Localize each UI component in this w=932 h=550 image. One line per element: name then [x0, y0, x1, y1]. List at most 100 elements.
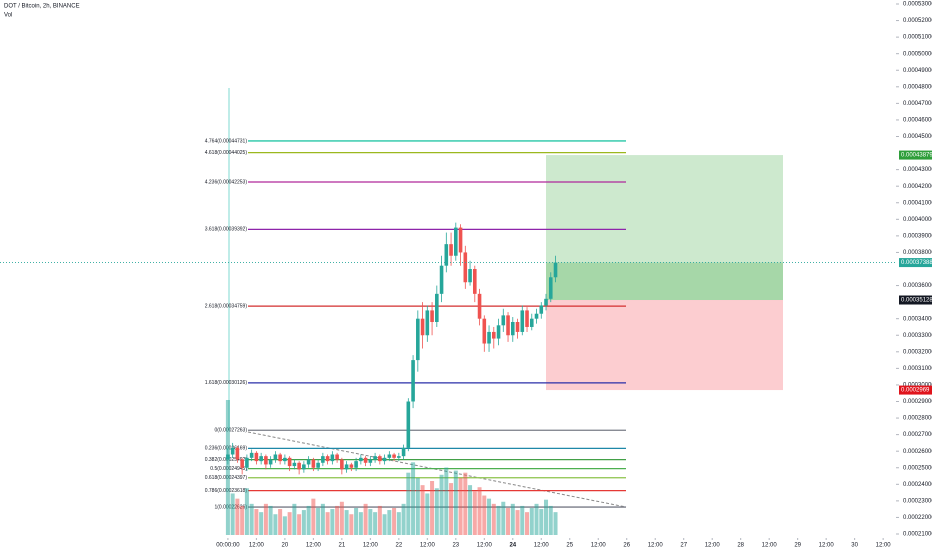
- y-tick-label: 0.00049000: [903, 68, 932, 74]
- stop-tag: 0.0002969: [901, 388, 930, 394]
- candle-body: [302, 464, 306, 470]
- candle-body: [335, 454, 339, 460]
- y-tick-label: 0.00022000: [903, 515, 932, 521]
- profit-zone: [546, 155, 783, 301]
- volume-bar: [292, 503, 297, 535]
- chart-title: DOT / Bitcoin, 2h, BINANCE: [4, 4, 80, 10]
- volume-bar: [225, 400, 230, 535]
- candle-body: [230, 447, 235, 455]
- volume-bar: [287, 512, 292, 535]
- y-tick-label: 0.00032000: [903, 349, 932, 355]
- candle-body: [264, 456, 268, 465]
- volume-bar: [373, 512, 378, 535]
- candle-body: [373, 456, 377, 460]
- candle-body: [287, 457, 292, 467]
- candle-body: [482, 318, 487, 344]
- volume-bar: [240, 505, 245, 535]
- candle-body: [363, 457, 368, 463]
- volume-bar: [344, 510, 349, 535]
- fib-label: 1.618(0.00030126): [205, 380, 248, 386]
- x-tick-label: 12:00: [534, 543, 550, 549]
- fib-label: 4.236(0.00042253): [205, 179, 248, 185]
- candle-body: [240, 459, 244, 468]
- volume-bar: [510, 503, 515, 535]
- y-tick-label: 0.00050000: [903, 51, 932, 57]
- y-tick-label: 0.00033000: [903, 333, 932, 339]
- price-tag-bg: [899, 258, 932, 268]
- candle-body: [297, 462, 301, 470]
- candle-body: [226, 454, 230, 460]
- target-tag-bg: [899, 150, 932, 160]
- candle-body: [273, 454, 278, 460]
- y-tick-label: 0.00042000: [903, 184, 932, 190]
- candle-body: [544, 298, 548, 306]
- x-tick-label: 12:00: [249, 543, 265, 549]
- x-tick-label: 20: [282, 543, 289, 549]
- y-tick-label: 0.00023000: [903, 498, 932, 504]
- volume-bar: [406, 472, 411, 535]
- candle-body: [330, 454, 335, 462]
- volume-bar: [463, 472, 468, 535]
- candle-body: [449, 244, 453, 256]
- volume-bar: [249, 503, 254, 535]
- volume-bar: [349, 514, 354, 535]
- candle-body: [349, 464, 354, 468]
- x-tick-label: 12:00: [705, 543, 721, 549]
- volume-bar: [449, 483, 454, 535]
- volume-bar: [311, 498, 316, 535]
- x-tick-label: 12:00: [762, 543, 778, 549]
- y-tick-label: 0.00028000: [903, 416, 932, 422]
- x-tick-label: 12:00: [876, 543, 892, 549]
- volume-bar: [301, 510, 306, 535]
- candle-body: [259, 456, 263, 462]
- candle-body: [306, 459, 311, 465]
- volume-bar: [235, 498, 240, 535]
- candle-body: [430, 310, 434, 322]
- volume-bar: [544, 499, 549, 535]
- volume-bar: [420, 485, 425, 535]
- y-tick-label: 0.00046000: [903, 118, 932, 124]
- y-tick-label: 0.00025000: [903, 465, 932, 471]
- x-tick-label: 25: [566, 543, 573, 549]
- candle-body: [439, 265, 444, 294]
- candle-body: [468, 269, 472, 283]
- volume-bar: [425, 493, 430, 535]
- volume-bar: [316, 508, 321, 535]
- volume-bar: [453, 470, 458, 535]
- candle-body: [311, 459, 316, 468]
- candle-body: [525, 310, 529, 327]
- candle-body: [278, 454, 282, 462]
- candle-body: [406, 401, 411, 448]
- volume-bar: [320, 503, 325, 535]
- volume-bar: [254, 509, 259, 535]
- volume-bar: [339, 501, 344, 535]
- candle-body: [477, 293, 482, 319]
- volume-bar: [468, 485, 473, 535]
- volume-bar: [515, 510, 520, 535]
- volume-bar: [330, 509, 335, 535]
- candle-body: [416, 318, 420, 361]
- y-tick-label: 0.00047000: [903, 101, 932, 107]
- x-tick-label: 22: [395, 543, 402, 549]
- candle-body: [268, 459, 273, 465]
- candle-body: [316, 462, 320, 468]
- y-tick-label: 0.00052000: [903, 18, 932, 24]
- volume-bar: [482, 495, 487, 535]
- candle-body: [354, 461, 358, 468]
- candle-body: [425, 310, 430, 336]
- candle-body: [420, 318, 425, 336]
- volume-bar: [244, 488, 249, 535]
- x-tick-label: 12:00: [363, 543, 379, 549]
- y-tick-label: 0.00040000: [903, 217, 932, 223]
- volume-bar: [458, 477, 463, 535]
- volume-bar: [496, 505, 501, 535]
- volume-bar: [230, 493, 235, 535]
- candle-body: [344, 464, 349, 470]
- candle-body: [249, 452, 254, 458]
- candle-body: [401, 447, 406, 457]
- x-tick-label: 26: [623, 543, 630, 549]
- volume-bar: [534, 503, 539, 535]
- volume-bar: [382, 514, 387, 535]
- x-tick-label: 21: [339, 543, 346, 549]
